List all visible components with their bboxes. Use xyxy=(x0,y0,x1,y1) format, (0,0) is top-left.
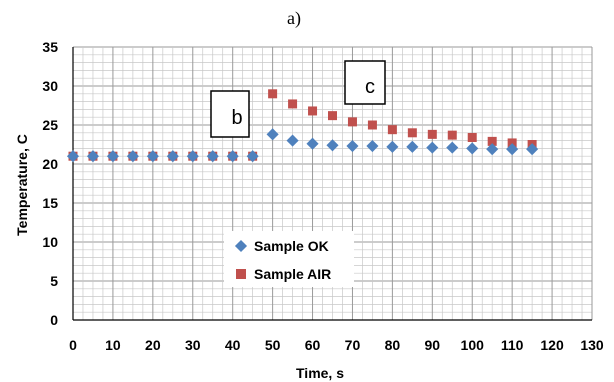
x-tick-label: 70 xyxy=(345,337,361,353)
x-tick-label: 60 xyxy=(305,337,321,353)
annotation-label-c: c xyxy=(365,76,375,98)
x-tick-label: 80 xyxy=(385,337,401,353)
x-tick-label: 40 xyxy=(225,337,241,353)
x-tick-labels: 0 10 20 30 40 50 60 70 80 90 100 110 120 130 xyxy=(69,337,604,353)
x-tick-label: 100 xyxy=(461,337,485,353)
x-tick-label: 0 xyxy=(69,337,77,353)
y-tick-label: 30 xyxy=(42,78,58,94)
data-point-diamond xyxy=(466,142,479,155)
data-point-square xyxy=(507,138,517,148)
legend-label: Sample AIR xyxy=(254,266,331,282)
data-point-diamond xyxy=(386,140,399,153)
x-tick-label: 110 xyxy=(501,337,524,353)
data-point-square xyxy=(288,99,298,109)
data-point-square xyxy=(407,128,417,138)
data-point-diamond xyxy=(446,141,459,154)
y-tick-label: 25 xyxy=(42,117,58,133)
data-point-square xyxy=(447,130,457,140)
data-point-square xyxy=(467,132,477,142)
data-point-diamond xyxy=(266,128,279,141)
data-point-diamond xyxy=(406,140,419,153)
y-tick-label: 0 xyxy=(50,312,58,328)
data-point-square xyxy=(487,136,497,146)
data-point-square xyxy=(328,111,337,121)
data-point-diamond xyxy=(146,150,159,163)
data-point-square xyxy=(308,106,318,116)
data-point-diamond xyxy=(106,150,119,163)
annotation-box-c xyxy=(344,60,386,105)
data-point-diamond xyxy=(526,143,539,156)
chart-axes xyxy=(72,47,592,321)
x-tick-label: 90 xyxy=(425,337,441,353)
data-point-square xyxy=(387,125,397,135)
data-point-diamond xyxy=(506,143,519,156)
annotation-label-b: b xyxy=(231,107,242,129)
data-point-square xyxy=(347,117,357,127)
x-tick-label: 50 xyxy=(265,337,281,353)
series-sample-ok xyxy=(66,128,539,163)
data-point-diamond xyxy=(486,143,499,156)
data-points xyxy=(66,89,539,163)
x-tick-label: 30 xyxy=(185,337,201,353)
data-point-diamond xyxy=(66,150,80,163)
panel-label: a) xyxy=(287,8,301,29)
data-point-square xyxy=(427,129,437,139)
data-point-diamond xyxy=(286,134,299,147)
y-tick-label: 35 xyxy=(42,39,58,55)
annotations: bc xyxy=(210,60,386,138)
y-tick-label: 10 xyxy=(42,234,58,250)
x-tick-label: 120 xyxy=(540,337,564,353)
data-point-diamond xyxy=(186,150,199,163)
data-point-square xyxy=(268,89,278,99)
data-point-diamond xyxy=(166,150,179,163)
data-point-diamond xyxy=(366,140,379,153)
data-point-diamond xyxy=(86,150,100,163)
chart-grid xyxy=(72,46,593,321)
y-tick-label: 20 xyxy=(42,156,58,172)
legend-label: Sample OK xyxy=(254,238,329,254)
y-axis-title: Temperature, C xyxy=(14,134,30,236)
legend: Sample OK Sample AIR xyxy=(224,231,354,287)
x-tick-label: 130 xyxy=(580,337,604,353)
y-tick-labels: 0 5 10 15 20 25 30 35 xyxy=(42,39,58,328)
data-point-diamond xyxy=(126,150,139,163)
x-tick-label: 10 xyxy=(105,337,121,353)
y-tick-label: 5 xyxy=(50,273,58,289)
annotation-box-b xyxy=(210,90,250,138)
data-point-diamond xyxy=(206,150,219,163)
data-point-diamond xyxy=(226,150,239,163)
legend-marker-diamond xyxy=(234,239,248,253)
data-point-square xyxy=(367,120,377,130)
x-axis-title: Time, s xyxy=(296,365,344,381)
data-point-diamond xyxy=(306,137,319,150)
x-tick-label: 20 xyxy=(145,337,161,353)
y-tick-label: 15 xyxy=(42,195,58,211)
data-point-diamond xyxy=(426,141,439,154)
data-point-diamond xyxy=(346,140,359,153)
legend-marker-square xyxy=(236,269,246,279)
data-point-diamond xyxy=(246,150,259,163)
data-point-diamond xyxy=(326,139,339,152)
